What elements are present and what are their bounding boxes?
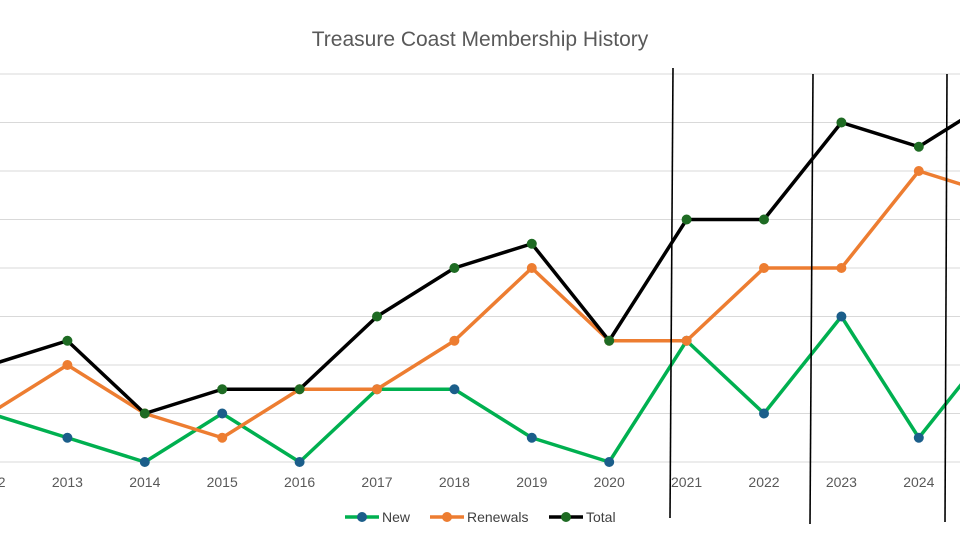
annotation-line	[669, 67, 674, 519]
data-point	[372, 384, 382, 395]
x-tick-label: 2020	[594, 474, 625, 490]
legend-item-renewals: Renewals	[430, 509, 528, 525]
series-line	[0, 169, 960, 440]
data-point	[62, 335, 73, 346]
x-tick-label: 2022	[748, 474, 779, 490]
legend-marker	[357, 512, 367, 522]
legend-item-total: Total	[549, 509, 616, 525]
x-tick-label: 2016	[284, 474, 315, 490]
x-tick-label: 2017	[361, 474, 392, 490]
data-point	[681, 335, 692, 346]
data-point	[139, 457, 150, 467]
data-point	[604, 335, 615, 346]
data-point	[681, 214, 692, 225]
data-point	[62, 360, 73, 370]
data-point	[449, 335, 460, 346]
legend-label: Total	[586, 509, 616, 525]
legend-label: Renewals	[467, 509, 528, 525]
legend-marker	[561, 512, 571, 522]
annotation-lines	[669, 67, 948, 525]
series-renewals	[0, 166, 960, 443]
chart-title: Treasure Coast Membership History	[312, 28, 649, 51]
legend-item-new: New	[345, 509, 411, 525]
x-tick-label: 2014	[129, 474, 160, 490]
data-point	[449, 263, 460, 273]
data-point	[759, 214, 769, 225]
x-tick-label: 2015	[207, 474, 238, 490]
data-point	[913, 141, 924, 152]
gridlines	[0, 73, 960, 463]
data-point	[139, 408, 150, 419]
x-axis-ticks: 2012 2013 2014 2015 2016 2017 2018 2019 2020 2021…	[0, 474, 935, 490]
series-total	[0, 117, 960, 419]
x-tick-label: 2019	[516, 474, 547, 490]
data-point	[604, 457, 615, 467]
x-tick-label: 2024	[903, 474, 934, 490]
data-point	[372, 311, 382, 322]
x-tick-label: 2023	[826, 474, 857, 490]
annotation-line	[944, 73, 948, 523]
legend: New Renewals Total	[345, 509, 616, 525]
data-point	[449, 384, 460, 395]
data-point	[217, 384, 228, 395]
data-point	[217, 432, 228, 443]
data-point	[526, 263, 537, 273]
data-point	[526, 238, 537, 249]
legend-label: New	[382, 509, 411, 525]
x-tick-label: 2013	[52, 474, 83, 490]
x-tick-label: 2012	[0, 474, 6, 490]
data-point	[526, 432, 537, 443]
data-point	[217, 408, 228, 419]
data-point	[759, 263, 769, 273]
data-point	[913, 432, 924, 443]
data-point	[913, 166, 924, 176]
data-point	[62, 432, 73, 443]
data-point	[836, 263, 847, 273]
data-point	[759, 408, 769, 419]
data-point	[294, 384, 305, 395]
data-point	[836, 117, 847, 128]
series-new	[0, 311, 960, 467]
x-tick-label: 2018	[439, 474, 470, 490]
annotation-line	[809, 73, 814, 525]
data-point	[836, 311, 847, 322]
x-tick-label: 2021	[671, 474, 702, 490]
legend-marker	[442, 512, 452, 522]
series-line	[0, 314, 960, 464]
data-point	[294, 457, 305, 467]
series-line	[0, 118, 960, 416]
series-layer	[0, 117, 960, 467]
